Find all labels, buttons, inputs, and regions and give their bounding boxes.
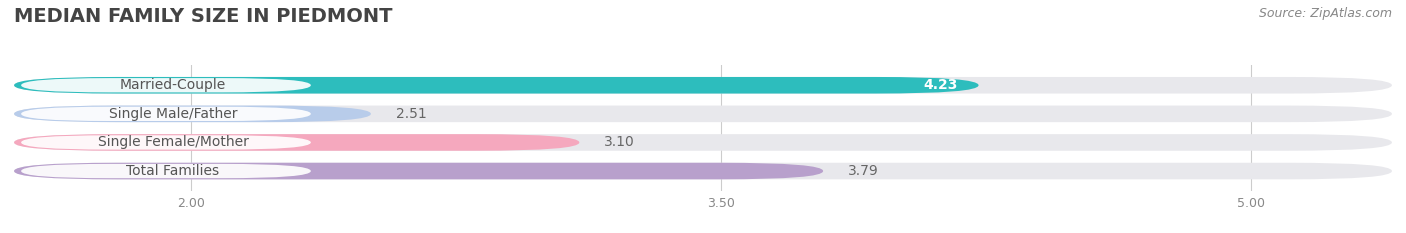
Text: Married-Couple: Married-Couple — [120, 78, 226, 92]
FancyBboxPatch shape — [21, 78, 311, 93]
FancyBboxPatch shape — [14, 77, 979, 94]
FancyBboxPatch shape — [14, 106, 1392, 122]
FancyBboxPatch shape — [14, 163, 823, 179]
Text: Source: ZipAtlas.com: Source: ZipAtlas.com — [1258, 7, 1392, 20]
FancyBboxPatch shape — [14, 134, 1392, 151]
FancyBboxPatch shape — [14, 134, 579, 151]
FancyBboxPatch shape — [21, 164, 311, 178]
FancyBboxPatch shape — [14, 77, 1392, 94]
Text: Total Families: Total Families — [127, 164, 219, 178]
FancyBboxPatch shape — [21, 107, 311, 121]
FancyBboxPatch shape — [14, 163, 1392, 179]
Text: MEDIAN FAMILY SIZE IN PIEDMONT: MEDIAN FAMILY SIZE IN PIEDMONT — [14, 7, 392, 26]
Text: 2.51: 2.51 — [395, 107, 426, 121]
Text: 3.79: 3.79 — [848, 164, 879, 178]
Text: Single Male/Father: Single Male/Father — [108, 107, 238, 121]
FancyBboxPatch shape — [14, 106, 371, 122]
Text: 3.10: 3.10 — [605, 135, 636, 149]
Text: Single Female/Mother: Single Female/Mother — [97, 135, 249, 149]
Text: 4.23: 4.23 — [922, 78, 957, 92]
FancyBboxPatch shape — [21, 135, 311, 150]
